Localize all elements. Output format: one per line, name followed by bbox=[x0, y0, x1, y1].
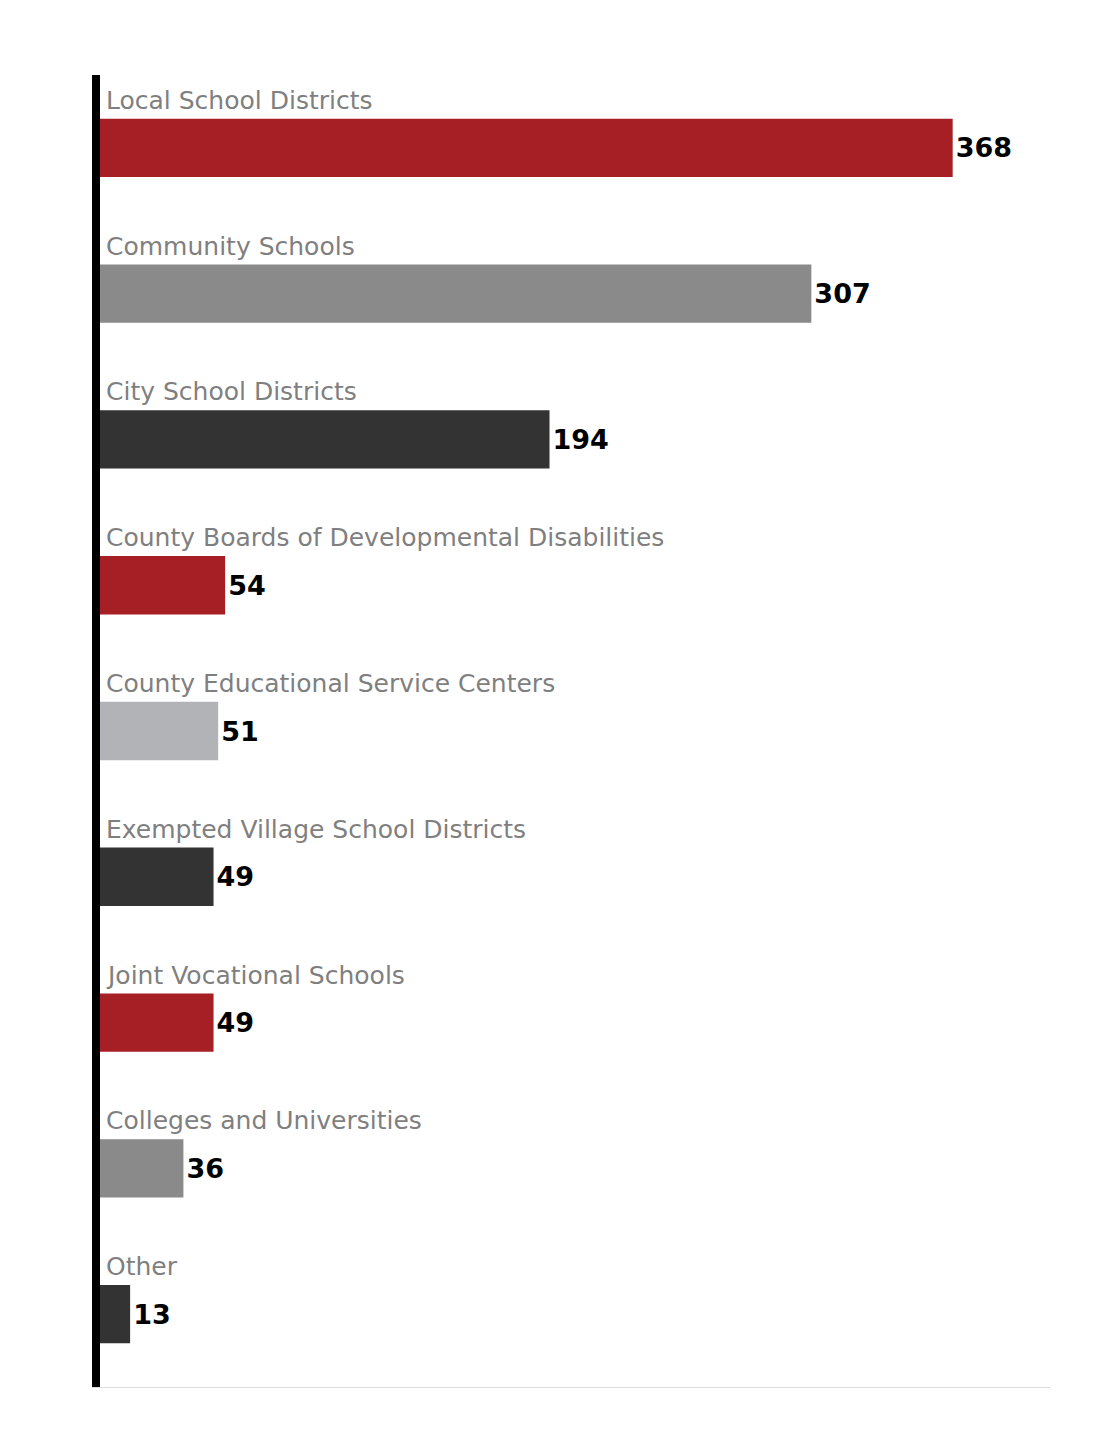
svg-text:194: 194 bbox=[553, 424, 609, 455]
svg-text:Community Schools: Community Schools bbox=[106, 232, 355, 261]
svg-text:Exempted Village School Distri: Exempted Village School Districts bbox=[106, 815, 526, 844]
svg-text:Colleges and Universities: Colleges and Universities bbox=[106, 1106, 422, 1135]
svg-text:49: 49 bbox=[217, 1007, 255, 1038]
svg-text:49: 49 bbox=[217, 861, 255, 892]
svg-text:Other: Other bbox=[106, 1252, 178, 1281]
svg-text:307: 307 bbox=[814, 278, 870, 309]
svg-text:51: 51 bbox=[221, 716, 259, 747]
svg-text:13: 13 bbox=[133, 1299, 171, 1330]
svg-text:368: 368 bbox=[956, 132, 1012, 163]
svg-text:36: 36 bbox=[186, 1153, 224, 1184]
svg-text:City School Districts: City School Districts bbox=[106, 377, 357, 406]
svg-text:County Boards of Developmental: County Boards of Developmental Disabilit… bbox=[106, 523, 664, 552]
svg-text:County Educational Service Cen: County Educational Service Centers bbox=[106, 669, 555, 698]
svg-text:Joint Vocational Schools: Joint Vocational Schools bbox=[106, 961, 405, 990]
svg-text:54: 54 bbox=[228, 570, 266, 601]
svg-text:Local School Districts: Local School Districts bbox=[106, 86, 373, 115]
